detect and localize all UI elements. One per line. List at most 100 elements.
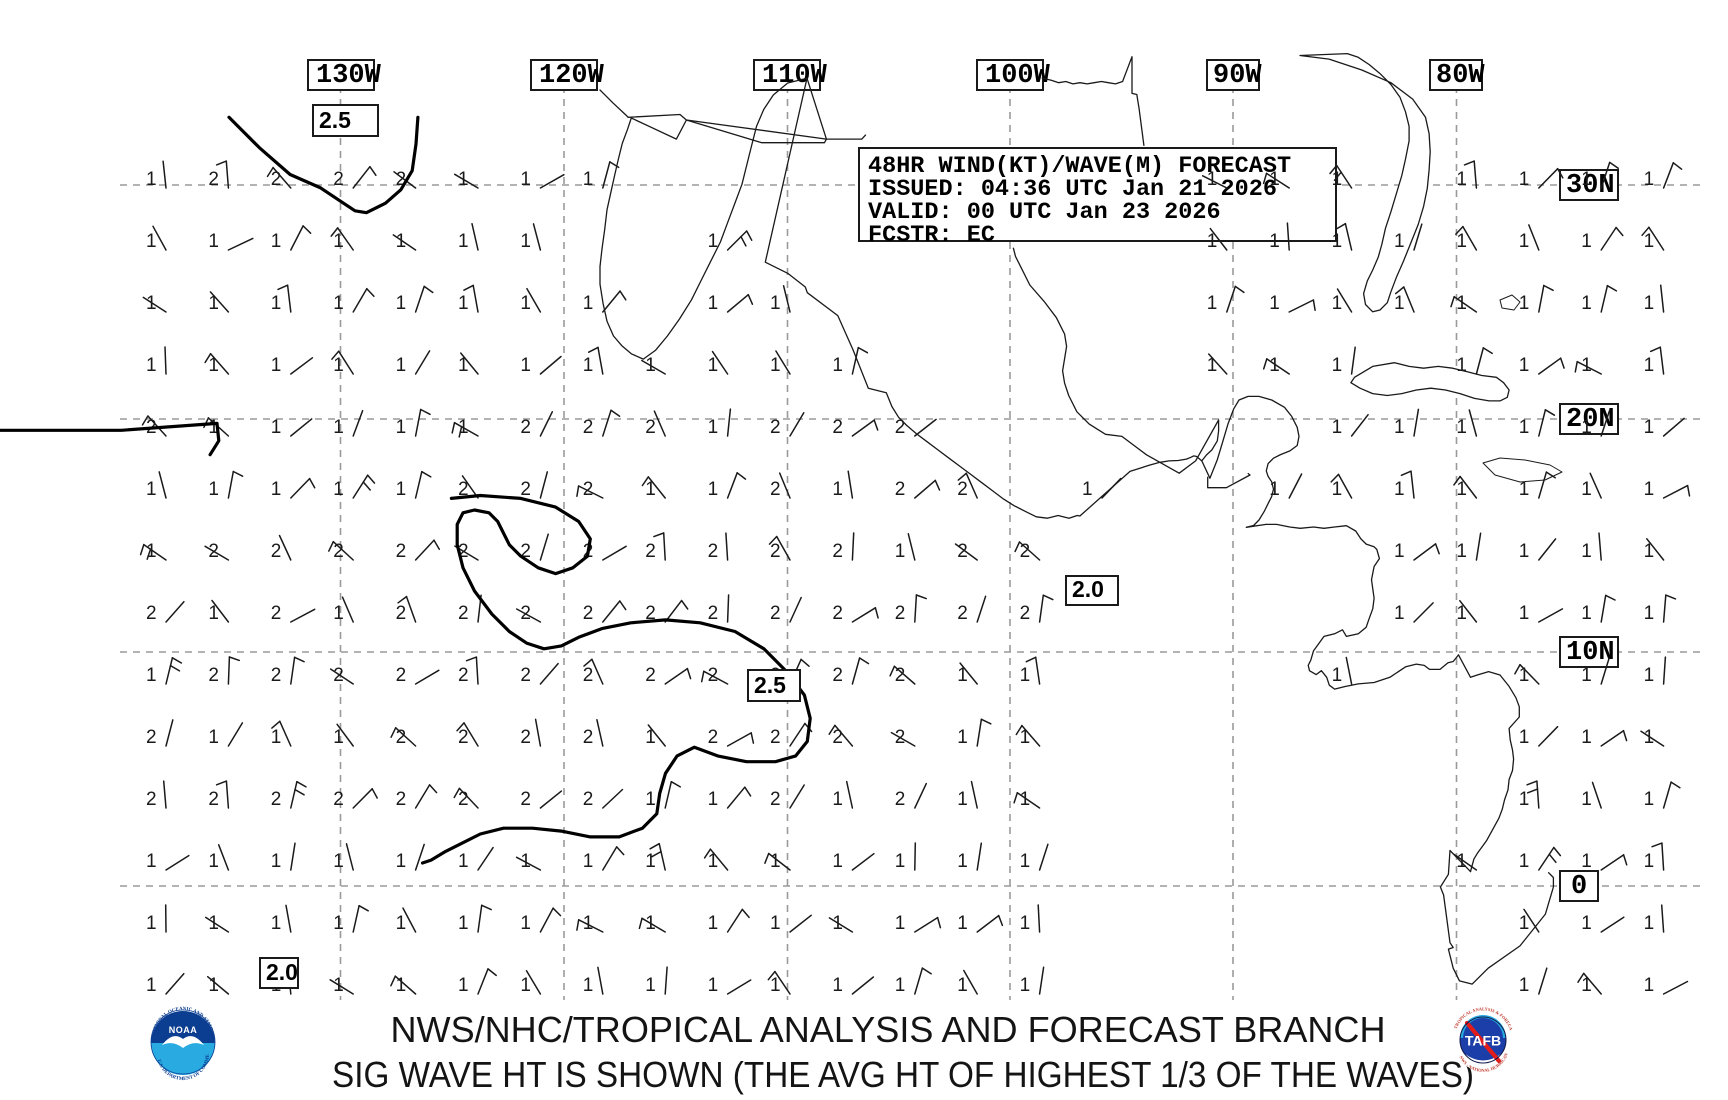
svg-text:1: 1 <box>832 975 843 996</box>
svg-text:1: 1 <box>770 913 781 934</box>
svg-text:1: 1 <box>146 665 157 686</box>
svg-text:1: 1 <box>1581 231 1592 252</box>
svg-text:1: 1 <box>1456 355 1467 376</box>
svg-text:1: 1 <box>520 913 531 934</box>
svg-text:1: 1 <box>1581 789 1592 810</box>
svg-text:2: 2 <box>520 789 531 810</box>
svg-text:1: 1 <box>1644 913 1655 934</box>
svg-text:1: 1 <box>146 231 157 252</box>
svg-text:1: 1 <box>1207 231 1218 252</box>
svg-text:2: 2 <box>708 727 719 748</box>
svg-text:2: 2 <box>645 665 656 686</box>
svg-text:1: 1 <box>333 727 344 748</box>
svg-text:2: 2 <box>520 417 531 438</box>
svg-text:1: 1 <box>1581 975 1592 996</box>
svg-text:1: 1 <box>458 355 469 376</box>
svg-text:1: 1 <box>1519 603 1530 624</box>
svg-text:2: 2 <box>895 417 906 438</box>
svg-text:100W: 100W <box>985 61 1051 91</box>
svg-text:1: 1 <box>146 975 157 996</box>
svg-text:1: 1 <box>1456 293 1467 314</box>
svg-text:110W: 110W <box>762 61 828 91</box>
svg-text:1: 1 <box>832 789 843 810</box>
svg-text:2: 2 <box>520 665 531 686</box>
svg-text:1: 1 <box>1456 603 1467 624</box>
svg-text:1: 1 <box>396 293 407 314</box>
svg-text:2: 2 <box>333 541 344 562</box>
svg-text:1: 1 <box>1644 231 1655 252</box>
svg-text:1: 1 <box>520 975 531 996</box>
svg-text:1: 1 <box>208 851 219 872</box>
svg-text:2: 2 <box>396 665 407 686</box>
svg-text:1: 1 <box>333 913 344 934</box>
svg-text:1: 1 <box>1269 355 1280 376</box>
svg-text:1: 1 <box>708 417 719 438</box>
svg-text:1: 1 <box>1644 975 1655 996</box>
svg-text:1: 1 <box>708 789 719 810</box>
svg-text:1: 1 <box>1519 417 1530 438</box>
svg-text:1: 1 <box>1519 913 1530 934</box>
svg-text:1: 1 <box>832 913 843 934</box>
svg-text:1: 1 <box>396 913 407 934</box>
svg-text:1: 1 <box>957 851 968 872</box>
svg-text:1: 1 <box>1207 355 1218 376</box>
svg-text:2: 2 <box>458 789 469 810</box>
svg-text:2: 2 <box>396 727 407 748</box>
svg-text:1: 1 <box>957 975 968 996</box>
svg-text:SIG WAVE HT IS SHOWN (THE AVG: SIG WAVE HT IS SHOWN (THE AVG HT OF HIGH… <box>332 1054 1474 1095</box>
svg-text:1: 1 <box>271 727 282 748</box>
svg-text:1: 1 <box>1269 479 1280 500</box>
svg-text:1: 1 <box>146 541 157 562</box>
svg-text:2: 2 <box>583 789 594 810</box>
svg-text:1: 1 <box>1644 851 1655 872</box>
svg-text:1: 1 <box>770 355 781 376</box>
svg-text:1: 1 <box>832 479 843 500</box>
svg-text:2: 2 <box>1020 603 1031 624</box>
svg-text:2: 2 <box>1020 541 1031 562</box>
svg-text:1: 1 <box>396 417 407 438</box>
svg-text:1: 1 <box>520 355 531 376</box>
svg-text:1: 1 <box>458 417 469 438</box>
svg-text:2.0: 2.0 <box>266 959 298 985</box>
svg-text:1: 1 <box>1332 417 1343 438</box>
svg-text:1: 1 <box>1394 293 1405 314</box>
svg-text:1: 1 <box>1519 231 1530 252</box>
svg-text:1: 1 <box>520 169 531 190</box>
svg-text:1: 1 <box>1269 169 1280 190</box>
svg-text:1: 1 <box>333 603 344 624</box>
svg-text:2: 2 <box>271 789 282 810</box>
svg-text:2: 2 <box>271 665 282 686</box>
svg-text:2: 2 <box>520 727 531 748</box>
svg-text:1: 1 <box>520 851 531 872</box>
svg-text:1: 1 <box>458 231 469 252</box>
svg-text:1: 1 <box>396 231 407 252</box>
svg-text:1: 1 <box>1644 293 1655 314</box>
svg-text:1: 1 <box>1644 417 1655 438</box>
svg-text:1: 1 <box>708 851 719 872</box>
svg-text:1: 1 <box>333 355 344 376</box>
svg-text:2: 2 <box>208 789 219 810</box>
svg-text:1: 1 <box>1581 355 1592 376</box>
svg-text:1: 1 <box>1519 169 1530 190</box>
svg-text:1: 1 <box>333 975 344 996</box>
svg-text:1: 1 <box>895 851 906 872</box>
svg-text:1: 1 <box>1519 355 1530 376</box>
svg-text:2: 2 <box>708 665 719 686</box>
svg-text:1: 1 <box>271 355 282 376</box>
svg-text:1: 1 <box>146 913 157 934</box>
svg-text:1: 1 <box>1581 479 1592 500</box>
svg-text:1: 1 <box>957 665 968 686</box>
svg-text:1: 1 <box>1332 231 1343 252</box>
svg-text:1: 1 <box>271 479 282 500</box>
svg-text:1: 1 <box>957 913 968 934</box>
svg-text:1: 1 <box>1519 541 1530 562</box>
svg-text:1: 1 <box>271 231 282 252</box>
svg-text:1: 1 <box>645 975 656 996</box>
svg-text:1: 1 <box>832 355 843 376</box>
svg-text:1: 1 <box>1581 851 1592 872</box>
svg-text:1: 1 <box>1644 355 1655 376</box>
svg-text:0: 0 <box>1571 872 1587 902</box>
svg-text:1: 1 <box>458 975 469 996</box>
svg-text:1: 1 <box>1394 479 1405 500</box>
svg-text:1: 1 <box>333 417 344 438</box>
